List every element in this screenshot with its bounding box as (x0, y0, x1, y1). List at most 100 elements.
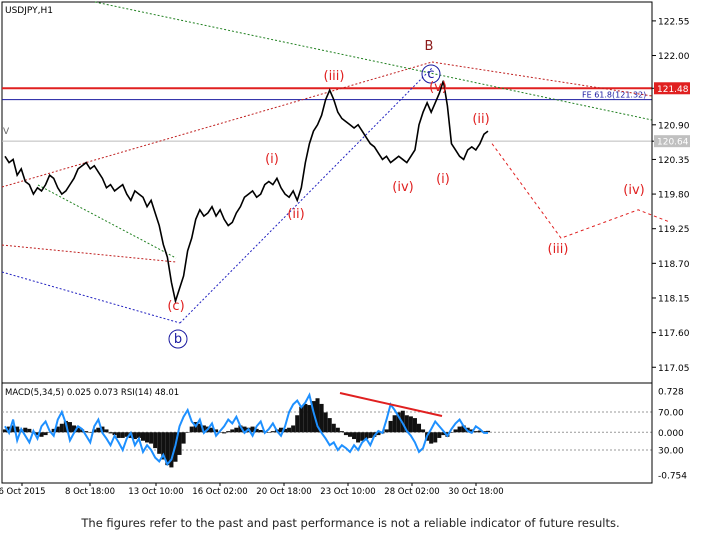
macd-bar (368, 432, 373, 438)
macd-bar (112, 432, 117, 436)
macd-bar (408, 416, 413, 433)
main-wave-label-c: c (427, 67, 434, 82)
macd-bar (254, 428, 259, 433)
macd-bar (197, 423, 202, 433)
macd-bar (441, 432, 446, 436)
macd-bar (429, 432, 434, 444)
macd-bar (343, 432, 348, 436)
macd-bar (323, 412, 328, 433)
macd-bar (352, 432, 357, 440)
fib-label: FE 61.8(121.32) (582, 91, 646, 100)
macd-bar (295, 415, 300, 433)
macd-bar (287, 427, 292, 433)
macd-bar (189, 426, 194, 433)
macd-bar (404, 415, 409, 433)
macd-bar (100, 426, 105, 433)
main-wave-label-B: B (425, 39, 434, 54)
time-tick-label: 28 Oct 02:00 (384, 487, 439, 497)
channel-line-top (1, 61, 433, 188)
macd-bar (469, 429, 474, 433)
macd-bar (347, 432, 353, 437)
wave-label: (i) (265, 152, 279, 167)
macd-bar (258, 429, 263, 433)
wave-label: (ii) (472, 112, 489, 127)
macd-bar (132, 432, 137, 440)
macd-bar (311, 401, 316, 433)
price-tick-label: 120.90 (658, 121, 690, 131)
macd-bar (339, 431, 344, 433)
time-tick-label: 13 Oct 10:00 (128, 487, 183, 497)
macd-bar (92, 429, 97, 433)
time-tick-label: 23 Oct 10:00 (320, 487, 375, 497)
trend-line-green-low (37, 184, 177, 259)
macd-bar (116, 432, 121, 438)
channel-line-upper-right (431, 61, 653, 97)
macd-bar (270, 431, 275, 433)
macd-bar (35, 432, 40, 436)
macd-bar (360, 432, 365, 441)
indicator-tick-label: 0.000 (658, 429, 684, 439)
wave-label: (v) (429, 80, 447, 95)
wave-label: (c) (167, 299, 184, 314)
macd-bar (165, 432, 170, 466)
macd-bar (299, 406, 304, 433)
symbol-label: USDJPY,H1 (5, 6, 53, 16)
macd-bar (433, 432, 438, 443)
macd-bar (234, 427, 239, 433)
macd-bar (356, 432, 361, 443)
macd-bar (278, 427, 284, 433)
macd-bar (71, 425, 77, 433)
current-price-label: 120.64 (657, 138, 689, 148)
macd-bar (266, 432, 271, 433)
macd-bar (392, 415, 397, 433)
macd-bar (2, 429, 8, 433)
chart-area: 122.55 122.00 121.48 120.90 120.64 120.35 119.… (0, 1, 690, 497)
macd-bar (319, 403, 324, 433)
macd-bar (461, 425, 466, 433)
macd-bar (209, 427, 215, 433)
macd-bar (335, 427, 340, 433)
macd-bar (15, 426, 20, 433)
indicator-title: MACD(5,34,5) 0.025 0.073 RSI(14) 48.01 (5, 388, 179, 398)
wave-label: (iv) (623, 183, 644, 198)
wave-label: (iii) (324, 69, 345, 84)
macd-bar (201, 425, 206, 433)
price-tick-label: 122.55 (658, 17, 690, 27)
macd-bar (331, 423, 336, 433)
macd-bar (250, 426, 255, 433)
macd-bar (327, 418, 332, 433)
macd-bar (96, 427, 101, 433)
channel-line-bottom (1, 271, 181, 324)
macd-bar (473, 431, 478, 433)
left-marker: V (3, 127, 10, 137)
price-tick-label: 117.05 (658, 364, 690, 374)
price-tick-label: 118.15 (658, 294, 690, 304)
macd-bar (388, 420, 393, 433)
price-tick-label: 120.35 (658, 156, 690, 166)
macd-bar (283, 428, 288, 433)
price-panel-frame (1, 1, 653, 384)
macd-bar (457, 426, 462, 433)
macd-bar (242, 426, 247, 433)
macd-bar (185, 432, 190, 433)
macd-bar (39, 432, 44, 437)
price-tick-label: 119.25 (658, 225, 690, 235)
indicator-tick-label: 70.00 (658, 409, 684, 419)
trend-line-green (94, 1, 653, 121)
macd-bar (51, 428, 56, 433)
price-level-label: 121.48 (657, 85, 689, 95)
macd-bar (421, 429, 426, 433)
time-tick-label: 16 Oct 02:00 (192, 487, 247, 497)
macd-bar (153, 432, 158, 449)
macd-bar (169, 432, 174, 468)
wave-circle (168, 329, 188, 349)
macd-bar (376, 432, 381, 436)
macd-bar (161, 432, 166, 460)
forecast-path (491, 143, 671, 239)
macd-bar (157, 432, 162, 454)
macd-bar (384, 429, 389, 433)
wave-circle (421, 64, 441, 84)
macd-bar (11, 425, 16, 433)
macd-bar (181, 432, 186, 444)
macd-bar (84, 431, 89, 433)
